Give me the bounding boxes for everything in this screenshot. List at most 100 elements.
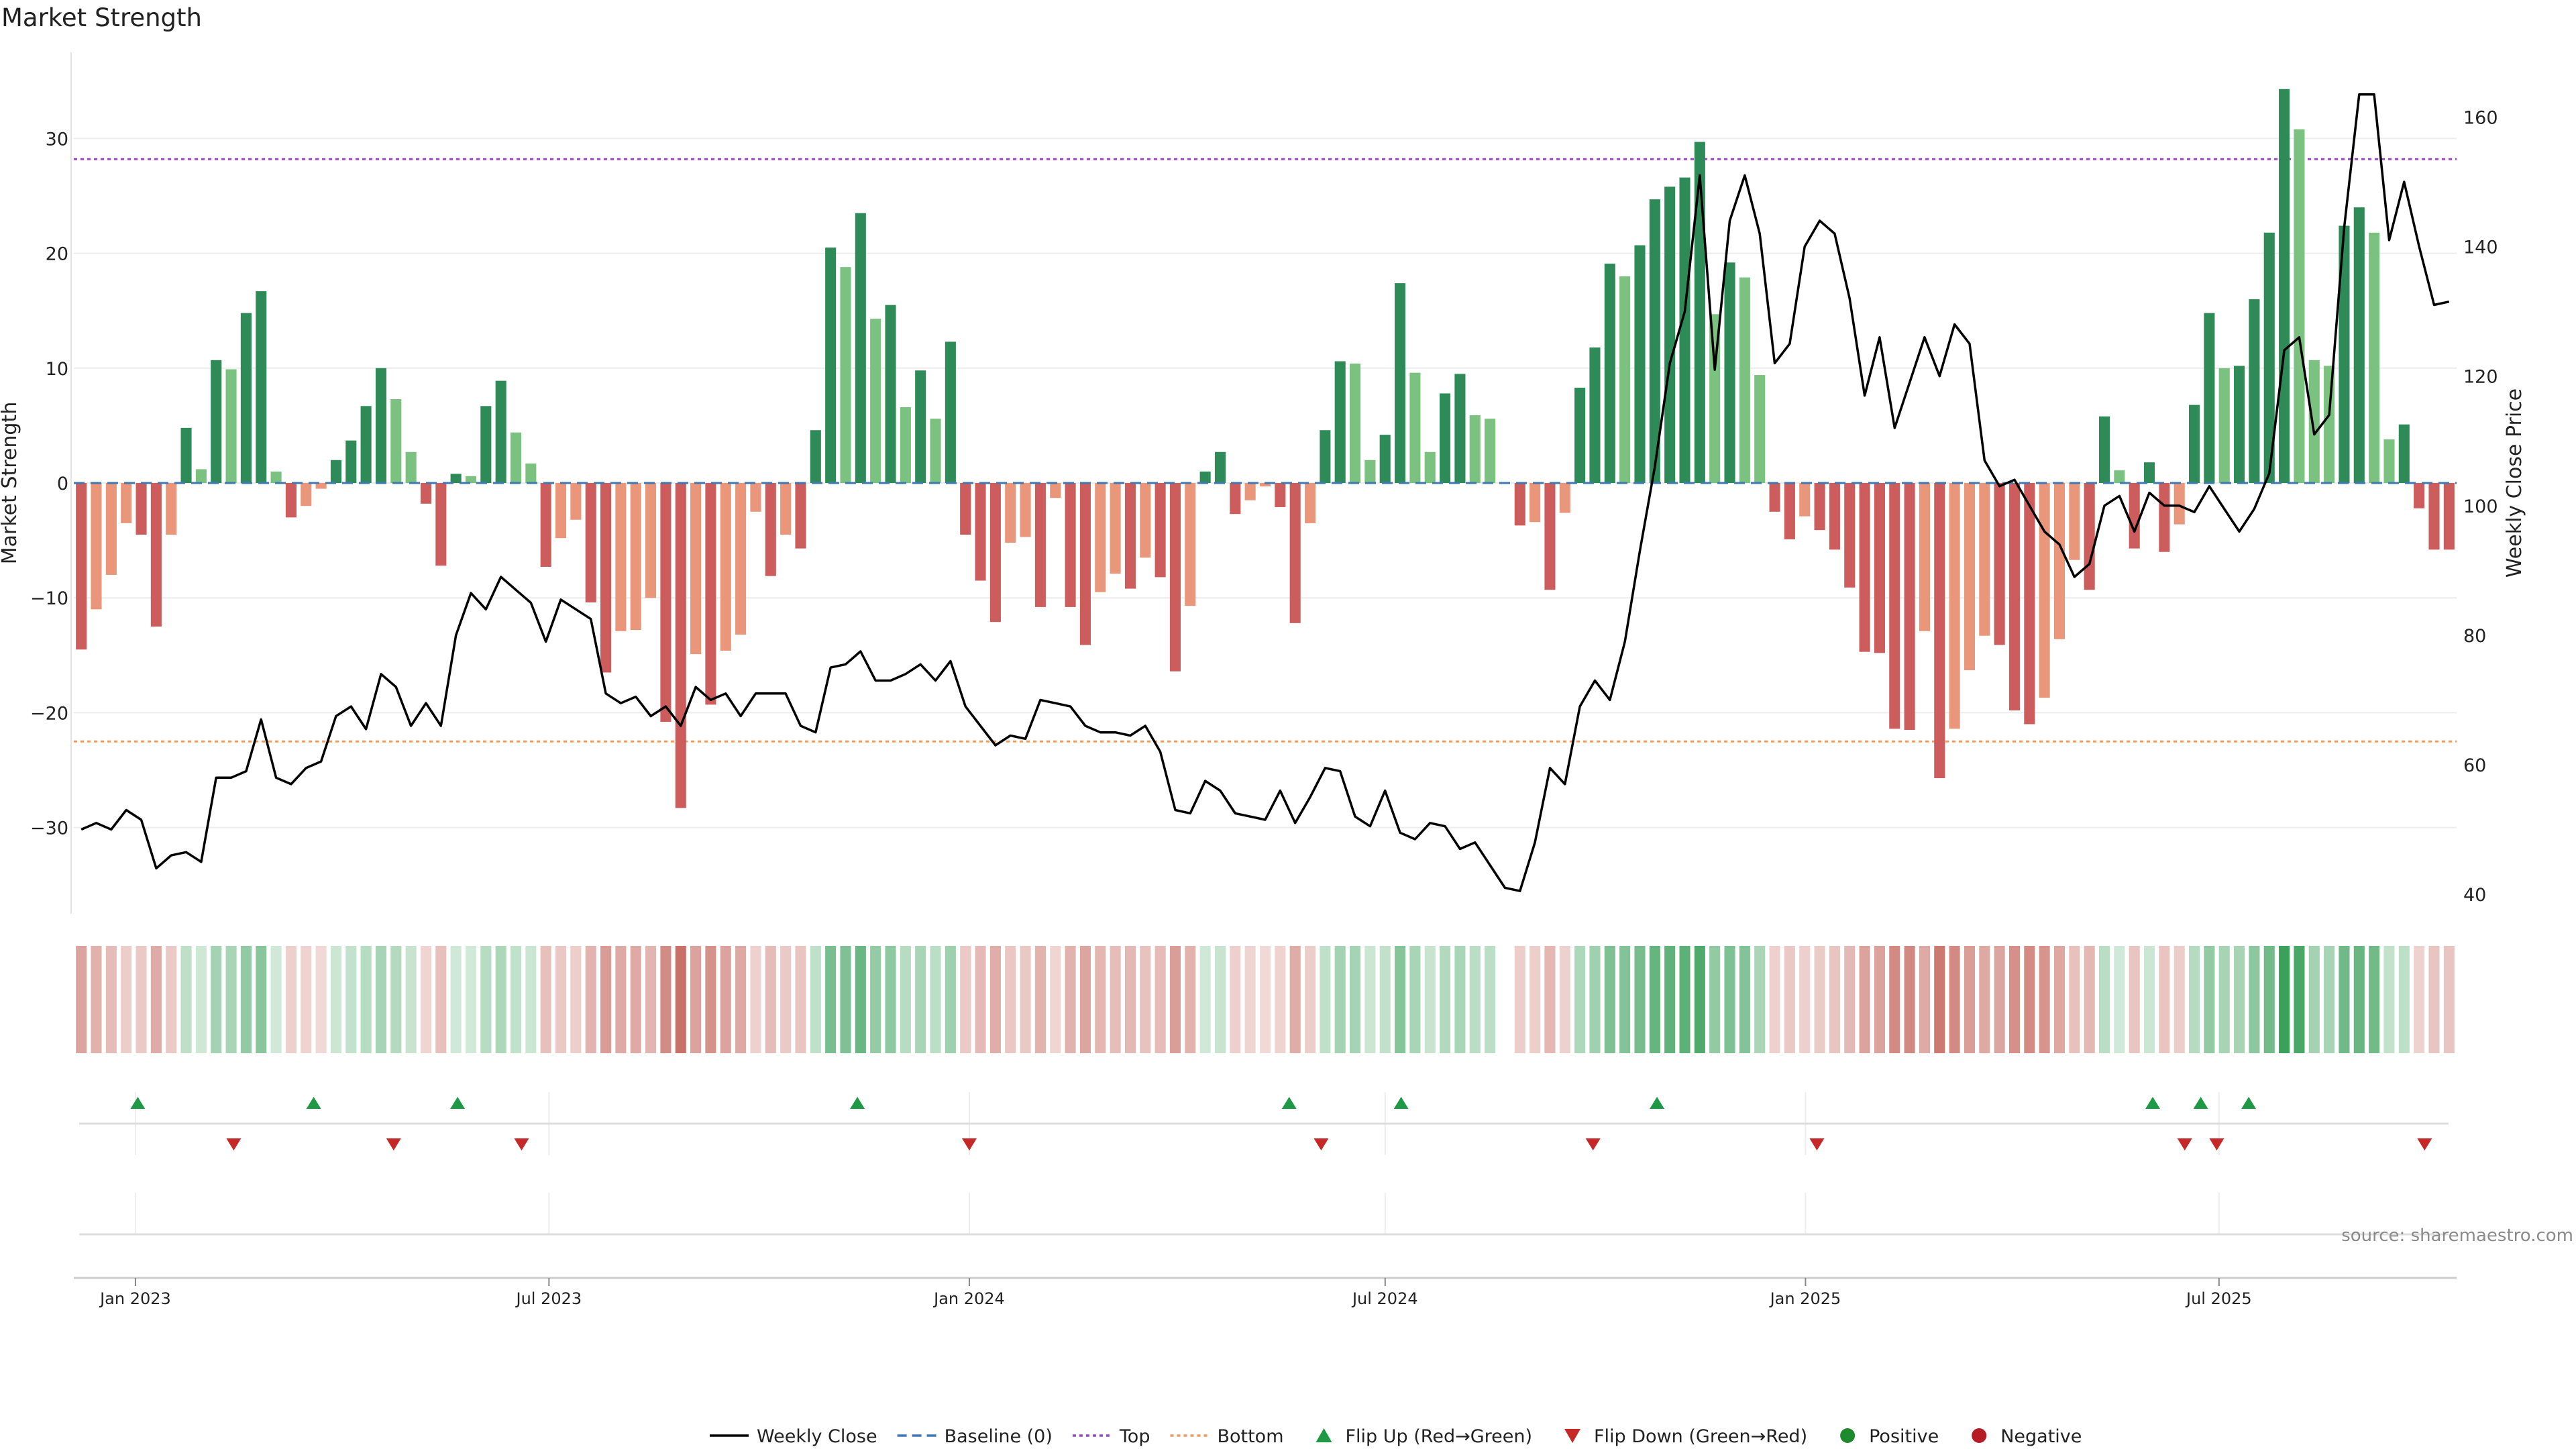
heat-cell [780,946,792,1053]
heat-cell [435,946,447,1053]
heat-cell [1829,946,1840,1053]
strength-bar [1005,483,1016,543]
heat-cell [765,946,776,1053]
heat-cell [2353,946,2365,1053]
strength-bar [360,406,372,483]
strength-bar [1919,483,1930,631]
x-tick-label: Jan 2025 [1769,1289,1841,1308]
strength-bar [270,471,282,483]
strength-bar [2279,89,2290,483]
strength-bar [2129,483,2140,549]
flip-up-marker [306,1097,321,1109]
heat-cell [900,946,911,1053]
strength-bar [1709,314,1721,483]
strength-bar [975,483,986,581]
heat-cell [645,946,657,1053]
strength-bar [2053,483,2065,639]
heat-cell [2369,946,2380,1053]
strength-bar [136,483,147,535]
right-tick-label: 120 [2463,367,2498,388]
strength-bar [1095,483,1106,592]
strength-bar [420,483,432,504]
strength-bar [1724,262,1735,483]
flip-up-marker [2241,1097,2257,1109]
flip-down-marker [1585,1138,1601,1150]
strength-bar [555,483,567,539]
strength-bar [2069,483,2080,560]
heat-cell [2084,946,2095,1053]
heat-cell [1289,946,1301,1053]
strength-bar [1485,419,1496,483]
heat-cell [166,946,177,1053]
heat-cell [91,946,102,1053]
flip-down-marker [386,1138,401,1150]
strength-bar [2039,483,2050,698]
reference-lines [74,158,2457,743]
strength-bar [1604,264,1615,483]
heat-cell [1619,946,1631,1053]
heat-cell [1034,946,1046,1053]
strength-bar [690,483,702,655]
heat-cell [630,946,641,1053]
flip-up-marker [450,1097,466,1109]
source-note: source: sharemaestro.com [2341,1226,2573,1246]
strength-bar [2234,366,2245,483]
heat-cell [2443,946,2455,1053]
heat-cell [1994,946,2005,1053]
strength-bar [600,483,612,673]
strength-bar [166,483,177,535]
heat-cell [405,946,417,1053]
heat-cell [1469,946,1481,1053]
strength-bar [780,483,792,535]
heat-cell [600,946,612,1053]
strength-bar [91,483,102,610]
strength-bar [2428,483,2440,550]
heat-cell [1199,946,1211,1053]
flip-up-marker [2145,1097,2161,1109]
strength-bar [450,474,462,483]
heat-cell [750,946,761,1053]
flip-down-marker [226,1138,241,1150]
strength-bar [765,483,776,576]
strength-bar [225,369,237,483]
heat-cell [1724,946,1735,1053]
heat-cell [1020,946,1031,1053]
heat-cell [1095,946,1106,1053]
heat-cell [660,946,672,1053]
strength-bar [735,483,747,635]
strength-bar [465,476,477,483]
heat-cell [1604,946,1615,1053]
strength-bar [2263,232,2275,483]
x-tick-label: Jul 2025 [2185,1289,2252,1308]
heat-cell [1784,946,1795,1053]
strength-bar [1559,483,1570,513]
strength-bar [1514,483,1525,526]
heat-cell [2039,946,2050,1053]
flip-markers [130,1097,2432,1150]
heat-cell [1259,946,1271,1053]
strength-bar [1259,483,1271,487]
left-tick-label: 20 [46,244,68,265]
strength-bar [1904,483,1915,731]
heat-cell [1874,946,1885,1053]
x-tick-label: Jan 2023 [99,1289,171,1308]
strength-bar [285,483,297,518]
strength-bar [840,267,851,483]
strength-bar [660,483,672,722]
strength-bar [1185,483,1196,606]
heat-cell [885,946,896,1053]
strength-bar [2249,299,2260,483]
x-tick-label: Jul 2023 [515,1289,582,1308]
heat-cell [945,946,956,1053]
heat-cell [1110,946,1121,1053]
heat-cell [2414,946,2425,1053]
strength-bar [2308,360,2320,483]
heat-cell [1334,946,1346,1053]
heat-cell [510,946,522,1053]
legend-label: Positive [1869,1426,1939,1447]
heat-cell [1409,946,1421,1053]
strength-bar [675,483,686,808]
strength-bar [2008,483,2021,710]
